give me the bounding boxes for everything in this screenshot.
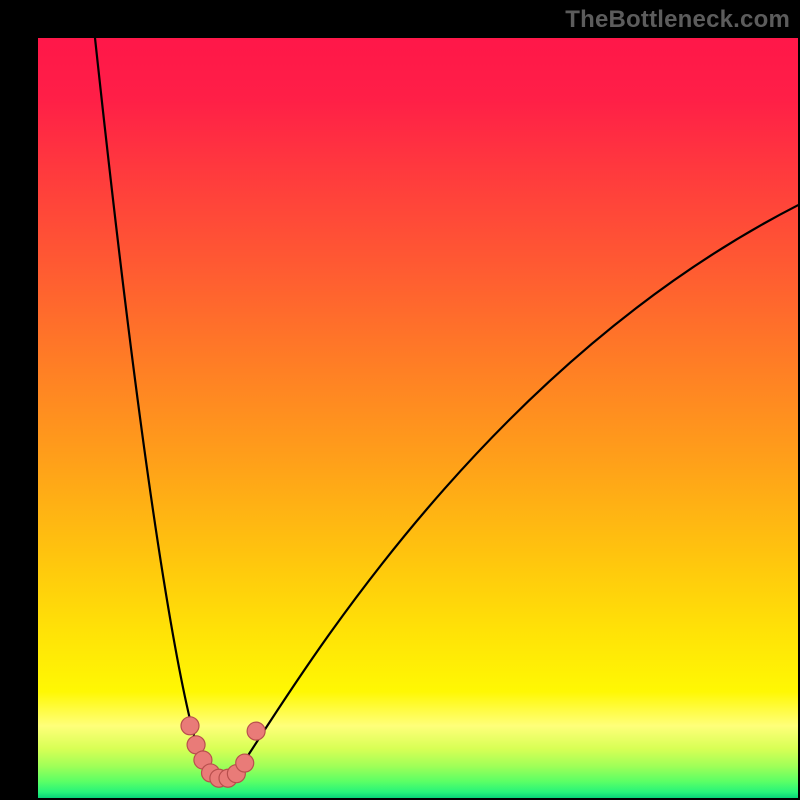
bottleneck-chart — [0, 0, 800, 800]
trough-marker — [247, 722, 265, 740]
chart-container: TheBottleneck.com — [0, 0, 800, 800]
watermark-label: TheBottleneck.com — [565, 6, 790, 34]
trough-marker — [236, 754, 254, 772]
trough-marker — [181, 717, 199, 735]
plot-area-gradient — [38, 38, 798, 798]
